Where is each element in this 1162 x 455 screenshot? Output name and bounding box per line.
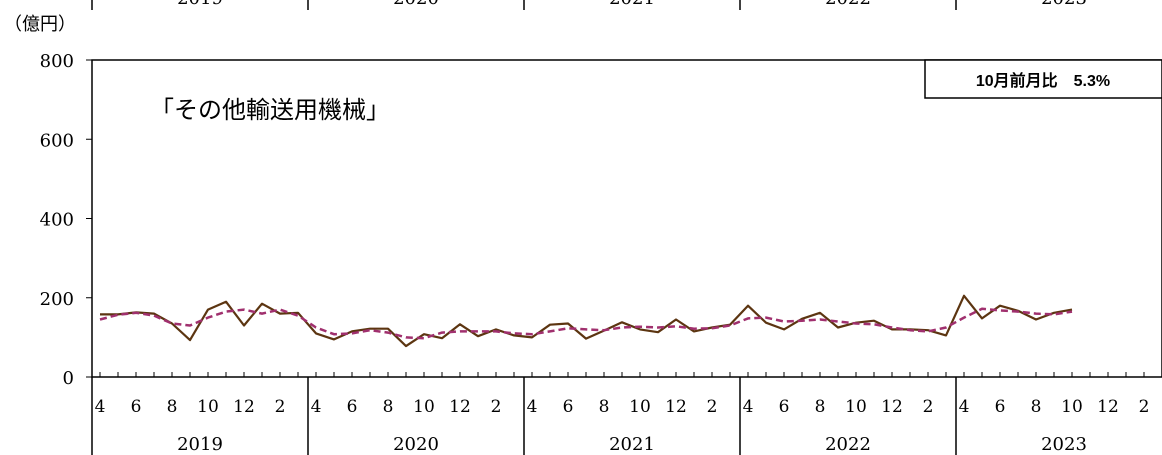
x-month-label: 12	[233, 397, 255, 417]
x-month-label: 12	[881, 397, 903, 417]
y-tick-label: 0	[63, 368, 74, 389]
y-axis: 0 200 400 600 800	[40, 51, 92, 389]
x-month-label: 4	[959, 397, 970, 417]
x-month-label: 2	[491, 397, 502, 417]
annotation-box: 10月前月比 5.3%	[924, 59, 1162, 99]
x-month-label: 4	[95, 397, 106, 417]
chart-title: 「その他輸送用機械」	[150, 96, 390, 124]
top-year-label: 2020	[393, 0, 439, 9]
y-tick-label: 400	[40, 210, 74, 231]
top-axis: 2019 2020 2021 2022 2023	[91, 0, 1087, 10]
x-month-label: 2	[923, 397, 934, 417]
y-tick-label: 600	[40, 130, 74, 151]
x-year-label: 2020	[393, 434, 439, 455]
x-month-label: 12	[449, 397, 471, 417]
x-month-label: 8	[599, 397, 610, 417]
x-month-label: 10	[845, 397, 867, 417]
x-month-label: 4	[527, 397, 538, 417]
x-month-label: 4	[743, 397, 754, 417]
x-year-label: 2023	[1041, 434, 1087, 455]
y-tick-label: 800	[40, 51, 74, 72]
top-year-label: 2023	[1041, 0, 1087, 9]
series-line-solid	[100, 294, 1073, 348]
x-month-label: 8	[815, 397, 826, 417]
annotation-text: 10月前月比 5.3%	[976, 71, 1110, 90]
x-year-label: 2021	[609, 434, 655, 455]
y-tick-label: 200	[40, 289, 74, 310]
x-year-label: 2019	[177, 434, 223, 455]
x-month-label: 10	[1061, 397, 1083, 417]
x-month-label: 2	[275, 397, 286, 417]
series-line-dashed	[99, 307, 1073, 340]
x-month-label: 6	[347, 397, 358, 417]
x-month-label: 8	[167, 397, 178, 417]
x-month-label: 8	[1031, 397, 1042, 417]
x-month-label: 4	[311, 397, 322, 417]
x-month-label: 10	[197, 397, 219, 417]
x-month-label: 8	[383, 397, 394, 417]
x-month-label: 12	[665, 397, 687, 417]
x-month-label: 10	[629, 397, 651, 417]
top-year-label: 2019	[177, 0, 223, 9]
x-month-label: 6	[563, 397, 574, 417]
top-year-label: 2022	[825, 0, 871, 9]
x-month-label: 10	[413, 397, 435, 417]
x-year-label: 2022	[825, 434, 871, 455]
x-month-label: 6	[995, 397, 1006, 417]
x-month-label: 6	[131, 397, 142, 417]
series-layer	[99, 294, 1073, 348]
x-month-label: 2	[1139, 397, 1150, 417]
y-axis-label: （億円）	[4, 14, 76, 35]
x-month-label: 12	[1097, 397, 1119, 417]
x-month-label: 6	[779, 397, 790, 417]
top-year-label: 2021	[609, 0, 655, 9]
x-month-label: 2	[707, 397, 718, 417]
